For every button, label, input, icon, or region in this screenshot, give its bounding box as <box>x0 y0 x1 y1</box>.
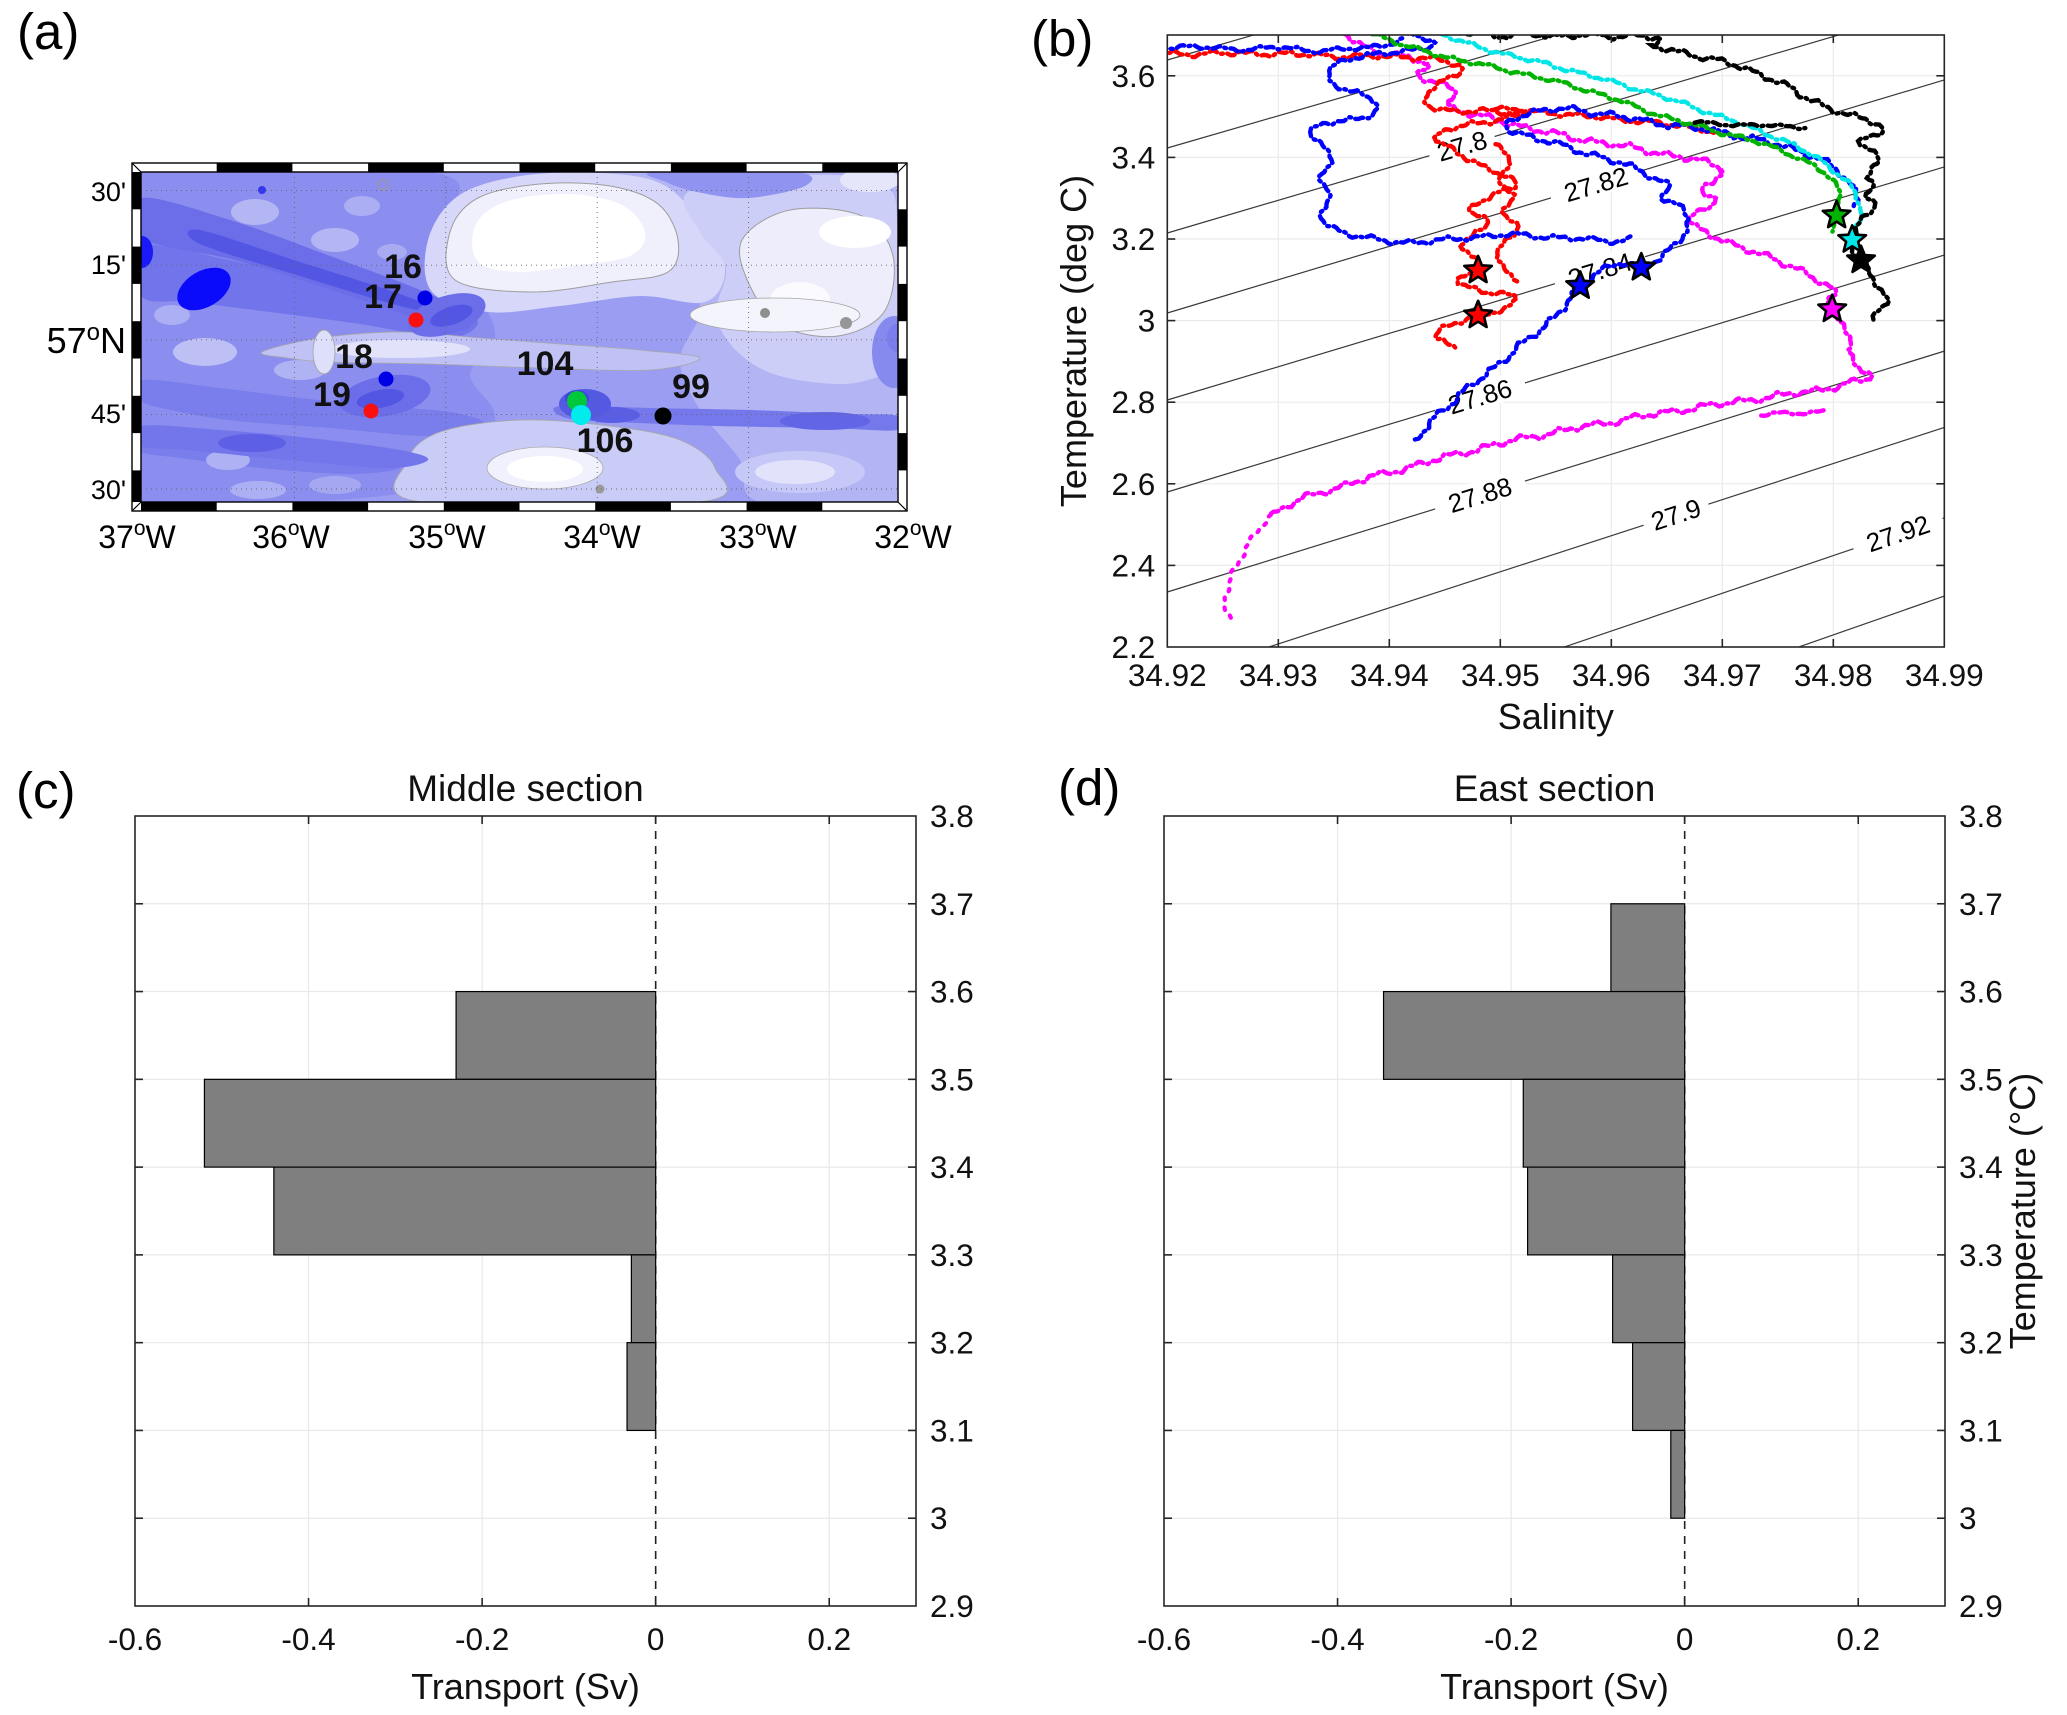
svg-text:Transport (Sv): Transport (Sv) <box>1440 1666 1669 1707</box>
svg-text:-0.2: -0.2 <box>455 1621 509 1657</box>
svg-text:16: 16 <box>384 248 422 286</box>
svg-text:99: 99 <box>672 368 710 406</box>
svg-text:3.8: 3.8 <box>930 798 974 834</box>
svg-text:19: 19 <box>313 376 351 414</box>
svg-text:East section: East section <box>1454 768 1656 809</box>
svg-text:Temperature (°C): Temperature (°C) <box>2002 1073 2043 1349</box>
svg-text:2.6: 2.6 <box>1112 466 1156 502</box>
svg-text:18: 18 <box>335 338 373 376</box>
svg-text:Temperature (deg C): Temperature (deg C) <box>1053 175 1094 507</box>
svg-text:33oW: 33oW <box>719 517 797 555</box>
svg-text:35oW: 35oW <box>408 517 486 555</box>
svg-text:2.8: 2.8 <box>1112 384 1156 420</box>
svg-text:3.2: 3.2 <box>1959 1325 2003 1361</box>
svg-text:0.2: 0.2 <box>807 1621 851 1657</box>
svg-text:45': 45' <box>91 399 126 429</box>
svg-text:3.7: 3.7 <box>1959 886 2003 922</box>
svg-text:17: 17 <box>364 278 402 316</box>
svg-text:(b): (b) <box>1031 10 1093 67</box>
svg-text:-0.2: -0.2 <box>1484 1621 1538 1657</box>
svg-text:3.5: 3.5 <box>1959 1061 2003 1097</box>
svg-text:34.93: 34.93 <box>1239 657 1318 693</box>
svg-text:Salinity: Salinity <box>1498 696 1614 737</box>
svg-text:(d): (d) <box>1058 759 1120 816</box>
svg-text:2.9: 2.9 <box>1959 1588 2003 1624</box>
svg-text:Transport (Sv): Transport (Sv) <box>411 1666 640 1707</box>
svg-text:-0.4: -0.4 <box>281 1621 335 1657</box>
svg-text:3.4: 3.4 <box>930 1149 974 1185</box>
svg-text:3.4: 3.4 <box>1959 1149 2003 1185</box>
svg-text:0: 0 <box>647 1621 665 1657</box>
svg-text:34.96: 34.96 <box>1572 657 1651 693</box>
svg-text:-0.6: -0.6 <box>108 1621 162 1657</box>
svg-text:3.4: 3.4 <box>1112 139 1156 175</box>
svg-text:3.3: 3.3 <box>930 1237 974 1273</box>
svg-text:2.2: 2.2 <box>1112 629 1156 665</box>
svg-text:34.99: 34.99 <box>1905 657 1984 693</box>
svg-text:30': 30' <box>91 475 126 505</box>
svg-text:34.95: 34.95 <box>1461 657 1540 693</box>
svg-text:34.98: 34.98 <box>1794 657 1873 693</box>
svg-text:57oN: 57oN <box>47 319 126 361</box>
svg-text:3.7: 3.7 <box>930 886 974 922</box>
svg-text:3: 3 <box>1138 303 1156 339</box>
svg-text:3.8: 3.8 <box>1959 798 2003 834</box>
svg-text:34.92: 34.92 <box>1128 657 1207 693</box>
svg-text:3.1: 3.1 <box>930 1412 974 1448</box>
svg-text:104: 104 <box>517 345 574 383</box>
svg-text:-0.4: -0.4 <box>1310 1621 1364 1657</box>
svg-text:(c): (c) <box>16 762 75 819</box>
svg-text:3.3: 3.3 <box>1959 1237 2003 1273</box>
svg-text:Middle section: Middle section <box>407 768 644 809</box>
svg-text:2.9: 2.9 <box>930 1588 974 1624</box>
svg-text:0.2: 0.2 <box>1836 1621 1880 1657</box>
svg-text:30': 30' <box>91 177 126 207</box>
svg-text:106: 106 <box>577 422 634 460</box>
svg-text:2.4: 2.4 <box>1112 547 1156 583</box>
svg-text:34.94: 34.94 <box>1350 657 1429 693</box>
svg-text:3.5: 3.5 <box>930 1061 974 1097</box>
svg-text:0: 0 <box>1676 1621 1694 1657</box>
svg-text:3.6: 3.6 <box>1959 974 2003 1010</box>
svg-text:3: 3 <box>1959 1500 1977 1536</box>
svg-text:3.2: 3.2 <box>1112 221 1156 257</box>
svg-text:(a): (a) <box>17 3 79 60</box>
svg-text:3.1: 3.1 <box>1959 1412 2003 1448</box>
svg-text:15': 15' <box>91 250 126 280</box>
svg-text:3.2: 3.2 <box>930 1325 974 1361</box>
svg-text:3: 3 <box>930 1500 948 1536</box>
svg-text:-0.6: -0.6 <box>1137 1621 1191 1657</box>
svg-text:3.6: 3.6 <box>1112 58 1156 94</box>
svg-text:3.6: 3.6 <box>930 974 974 1010</box>
svg-text:34.97: 34.97 <box>1683 657 1762 693</box>
